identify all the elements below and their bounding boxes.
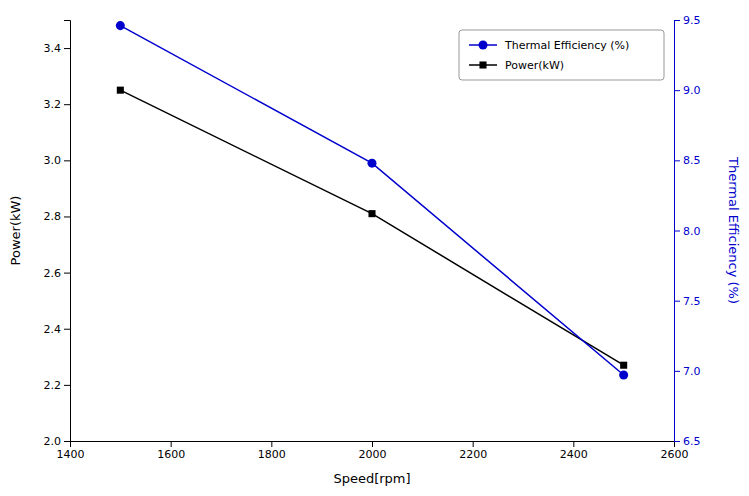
tick-mark — [64, 385, 70, 386]
tick: 8.5 — [674, 154, 701, 167]
axis-line — [64, 21, 71, 442]
tick-mark — [171, 441, 172, 447]
tick-mark — [64, 441, 70, 442]
axis-line — [675, 21, 681, 442]
y-axis-title: Power(kW) — [8, 196, 23, 266]
y-axis: 2.0 2.2 2.4 2.6 2.8 3.0 3.2 3.4 — [44, 21, 71, 449]
point — [368, 210, 375, 217]
tick-mark — [64, 48, 70, 49]
tick-mark — [64, 216, 70, 217]
tick: 8.0 — [674, 225, 701, 238]
tick: 2400 — [560, 441, 588, 461]
tick: 2.0 — [44, 435, 71, 448]
tick-label: 7.5 — [683, 295, 701, 308]
point — [620, 362, 627, 369]
tick-mark — [674, 231, 680, 232]
tick-label: 2.0 — [44, 435, 62, 448]
tick-label: 2000 — [359, 448, 387, 461]
tick-label: 1400 — [57, 448, 85, 461]
tick: 1600 — [157, 441, 185, 461]
legend-marker — [478, 40, 487, 49]
y2-axis-title: Thermal Efficiency (%) — [726, 156, 741, 304]
tick-mark — [573, 441, 574, 447]
tick: 9.0 — [674, 84, 701, 97]
tick: 2.8 — [44, 210, 71, 223]
tick-label: 2400 — [560, 448, 588, 461]
tick-mark — [64, 160, 70, 161]
plot: 1400 1600 1800 2000 2200 2400 2600 2.0 2.2 2.4 2.6… — [8, 14, 741, 486]
point — [117, 87, 124, 94]
point — [367, 159, 376, 168]
tick-mark — [64, 104, 70, 105]
tick-mark — [473, 441, 474, 447]
series-line — [120, 90, 623, 365]
tick-mark — [674, 160, 680, 161]
tick-mark — [674, 20, 680, 21]
tick-label: 3.4 — [44, 42, 62, 55]
tick-label: 2.6 — [44, 267, 62, 280]
tick: 7.0 — [674, 365, 701, 378]
legend: Thermal Efficiency (%) Power(kW) — [459, 30, 664, 80]
tick-label: 3.0 — [44, 154, 62, 167]
tick-label: 1800 — [258, 448, 286, 461]
tick: 2.4 — [44, 323, 71, 336]
tick-mark — [674, 441, 680, 442]
chart: 1400 1600 1800 2000 2200 2400 2600 2.0 2.2 2.4 2.6… — [0, 0, 749, 496]
point — [116, 21, 125, 30]
axis-line — [71, 442, 675, 448]
tick: 2000 — [359, 441, 387, 461]
point — [619, 371, 628, 380]
tick-label: 7.0 — [683, 365, 701, 378]
tick: 6.5 — [674, 435, 701, 448]
y2-axis: 6.5 7.0 7.5 8.0 8.5 9.0 9.5 — [674, 14, 701, 448]
legend-marker — [479, 61, 486, 68]
tick-label: 8.0 — [683, 225, 701, 238]
tick-label: 9.0 — [683, 84, 701, 97]
legend-label: Thermal Efficiency (%) — [504, 39, 629, 52]
tick: 3.4 — [44, 42, 71, 55]
tick: 2.6 — [44, 267, 71, 280]
tick-mark — [64, 329, 70, 330]
legend-label: Power(kW) — [505, 59, 564, 72]
tick-label: 2600 — [661, 448, 689, 461]
tick-label: 9.5 — [683, 14, 701, 27]
tick-mark — [271, 441, 272, 447]
tick: 1800 — [258, 441, 286, 461]
tick-label: 3.2 — [44, 98, 62, 111]
x-axis: 1400 1600 1800 2000 2200 2400 2600 — [57, 441, 689, 461]
tick-label: 2.2 — [44, 379, 62, 392]
tick-mark — [372, 441, 373, 447]
legend-box — [459, 30, 664, 80]
tick: 7.5 — [674, 295, 701, 308]
tick: 9.5 — [674, 14, 701, 27]
tick: 3.2 — [44, 98, 71, 111]
tick-label: 2.8 — [44, 210, 62, 223]
tick-mark — [674, 371, 680, 372]
tick-label: 6.5 — [683, 435, 701, 448]
tick-label: 2200 — [459, 448, 487, 461]
tick-label: 2.4 — [44, 323, 62, 336]
x-axis-title: Speed[rpm] — [333, 471, 410, 486]
tick-mark — [674, 301, 680, 302]
legend-item: Thermal Efficiency (%) — [469, 39, 629, 52]
tick-label: 8.5 — [683, 154, 701, 167]
legend-item: Power(kW) — [469, 59, 564, 72]
tick: 3.0 — [44, 154, 71, 167]
tick-mark — [674, 90, 680, 91]
tick-label: 1600 — [157, 448, 185, 461]
tick: 2200 — [459, 441, 487, 461]
tick-mark — [64, 273, 70, 274]
tick: 2.2 — [44, 379, 71, 392]
